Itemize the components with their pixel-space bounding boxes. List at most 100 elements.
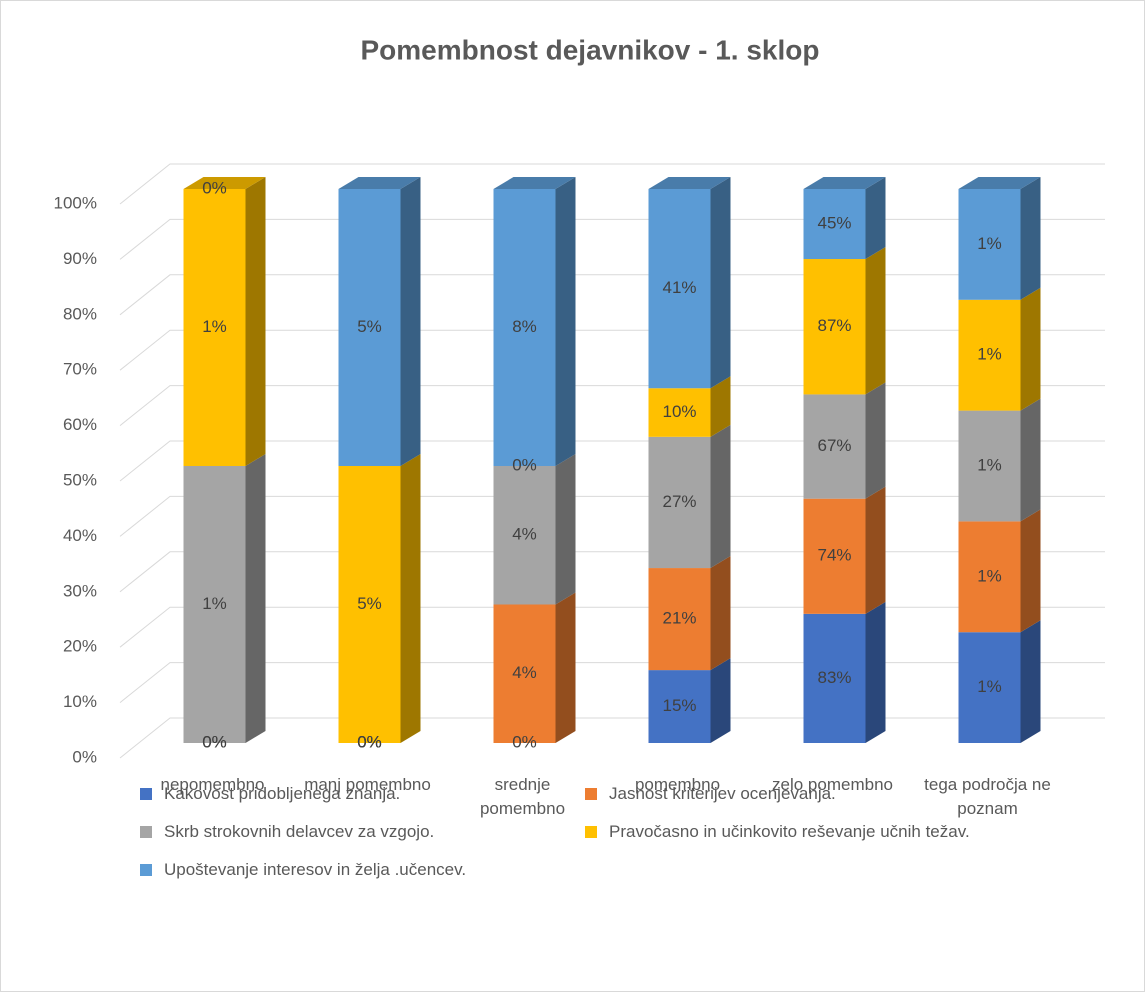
bar-front (648, 670, 711, 743)
bar-side (1020, 287, 1041, 411)
y-tick-label: 70% (63, 360, 97, 379)
bar-side (865, 601, 886, 743)
legend-label: Pravočasno in učinkovito reševanje učnih… (609, 822, 970, 841)
grid-line (119, 440, 1105, 482)
legend-label: Kakovost pridobljenega znanja. (164, 784, 401, 803)
data-label: 0% (357, 732, 382, 751)
data-label: 4% (512, 663, 537, 682)
data-label: 1% (202, 594, 227, 613)
data-label: 41% (662, 278, 696, 297)
bar (183, 177, 266, 466)
bar-front (803, 259, 866, 395)
bar-front (958, 299, 1021, 411)
data-label: 45% (817, 213, 851, 232)
bar-side (400, 454, 421, 743)
data-label: 15% (662, 696, 696, 715)
data-label: 1% (202, 317, 227, 336)
bar-front (803, 498, 866, 614)
data-label: 4% (512, 525, 537, 544)
legend-item: Upoštevanje interesov in želja .učencev. (140, 860, 466, 880)
chart-title: Pomembnost dejavnikov - 1. sklop (360, 34, 819, 65)
legend-label: Upoštevanje interesov in želja .učencev. (164, 860, 467, 879)
y-tick-label: 50% (63, 470, 97, 489)
bar (958, 177, 1041, 300)
legend-item: Kakovost pridobljenega znanja. (140, 784, 400, 804)
legend-swatch (140, 826, 152, 838)
grid-line (119, 385, 1105, 426)
grid-line (119, 329, 1105, 371)
x-tick-label: tega področja ne poznam (924, 775, 1051, 818)
data-label: 8% (512, 317, 537, 336)
legend-label: Skrb strokovnih delavcev za vzgojo. (164, 822, 435, 841)
bar-front (183, 466, 246, 743)
grid-line (119, 662, 1105, 703)
bar (648, 556, 731, 671)
data-label: 1% (977, 234, 1002, 253)
bar-front (803, 613, 866, 743)
bar-front (183, 189, 246, 466)
bar-front (958, 410, 1021, 522)
bar-side (555, 454, 576, 605)
data-label: 1% (977, 677, 1002, 696)
grid-line (119, 218, 1105, 260)
data-label: 0% (357, 732, 382, 751)
legend-item: Pravočasno in učinkovito reševanje učnih… (585, 822, 970, 842)
bar-front (648, 436, 711, 569)
data-label: 1% (977, 566, 1002, 585)
bar (338, 454, 421, 743)
data-label: 83% (817, 668, 851, 687)
grid-line (119, 163, 1105, 205)
bar-side (865, 382, 886, 499)
grid-line (119, 495, 1105, 537)
y-tick-label: 0% (72, 747, 97, 766)
data-label: 1% (977, 345, 1002, 364)
bar-side (710, 177, 731, 389)
bar (338, 177, 421, 466)
data-label: 0% (202, 732, 227, 751)
x-tick-label: nepomembno (160, 775, 265, 794)
bar (803, 382, 886, 499)
legend-item: Jasnost kriterijev ocenjevanja. (585, 784, 836, 804)
bar (958, 620, 1041, 743)
bar-side (245, 454, 266, 743)
y-tick-label: 20% (63, 637, 97, 656)
bar (493, 454, 576, 605)
bar (958, 398, 1041, 522)
data-label: 1% (977, 455, 1002, 474)
data-label: 0% (512, 732, 537, 751)
bar-front (338, 189, 401, 466)
data-label: 5% (357, 317, 382, 336)
bar (648, 376, 731, 437)
bar-top (183, 177, 266, 189)
legend-swatch (140, 788, 152, 800)
bar-front (493, 466, 556, 605)
bar (803, 177, 886, 260)
grid-line (119, 551, 1105, 593)
bar-side (245, 177, 266, 466)
legend-label: Jasnost kriterijev ocenjevanja. (609, 784, 836, 803)
bar-side (710, 658, 731, 743)
data-label: 0% (202, 732, 227, 751)
bar-front (648, 388, 711, 437)
data-label: 87% (817, 316, 851, 335)
bar (958, 287, 1041, 411)
bar-side (865, 247, 886, 395)
y-tick-label: 30% (63, 581, 97, 600)
bar-side (1020, 509, 1041, 633)
y-tick-label: 40% (63, 526, 97, 545)
y-tick-label: 10% (63, 692, 97, 711)
x-tick-label: manj pomembno (304, 775, 431, 794)
bar-top (648, 177, 731, 189)
data-label: 10% (662, 402, 696, 421)
grid-line (119, 274, 1105, 316)
legend-swatch (585, 826, 597, 838)
data-label: 67% (817, 436, 851, 455)
bar-side (865, 486, 886, 614)
data-label: 27% (662, 492, 696, 511)
bar-front (803, 394, 866, 499)
legend-item: Skrb strokovnih delavcev za vzgojo. (140, 822, 434, 842)
legend-swatch (585, 788, 597, 800)
bar-top (958, 177, 1041, 189)
